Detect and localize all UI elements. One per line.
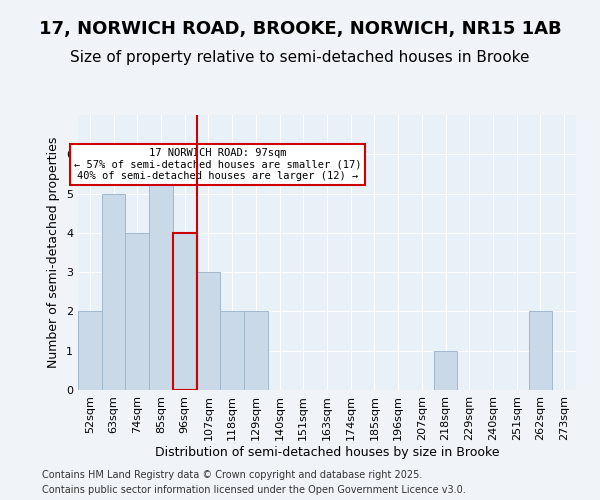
Bar [102,194,125,390]
Text: Size of property relative to semi-detached houses in Brooke: Size of property relative to semi-detach… [70,50,530,65]
Text: Contains public sector information licensed under the Open Government Licence v3: Contains public sector information licen… [42,485,466,495]
Bar [149,154,173,390]
Bar [529,312,552,390]
Y-axis label: Number of semi-detached properties: Number of semi-detached properties [47,137,61,368]
Bar [125,233,149,390]
Bar [78,312,102,390]
Bar [434,350,457,390]
Bar [220,312,244,390]
Text: Contains HM Land Registry data © Crown copyright and database right 2025.: Contains HM Land Registry data © Crown c… [42,470,422,480]
Bar [173,233,197,390]
Bar [197,272,220,390]
Text: 17 NORWICH ROAD: 97sqm
← 57% of semi-detached houses are smaller (17)
40% of sem: 17 NORWICH ROAD: 97sqm ← 57% of semi-det… [74,148,361,181]
X-axis label: Distribution of semi-detached houses by size in Brooke: Distribution of semi-detached houses by … [155,446,499,458]
Bar [244,312,268,390]
Text: 17, NORWICH ROAD, BROOKE, NORWICH, NR15 1AB: 17, NORWICH ROAD, BROOKE, NORWICH, NR15 … [38,20,562,38]
